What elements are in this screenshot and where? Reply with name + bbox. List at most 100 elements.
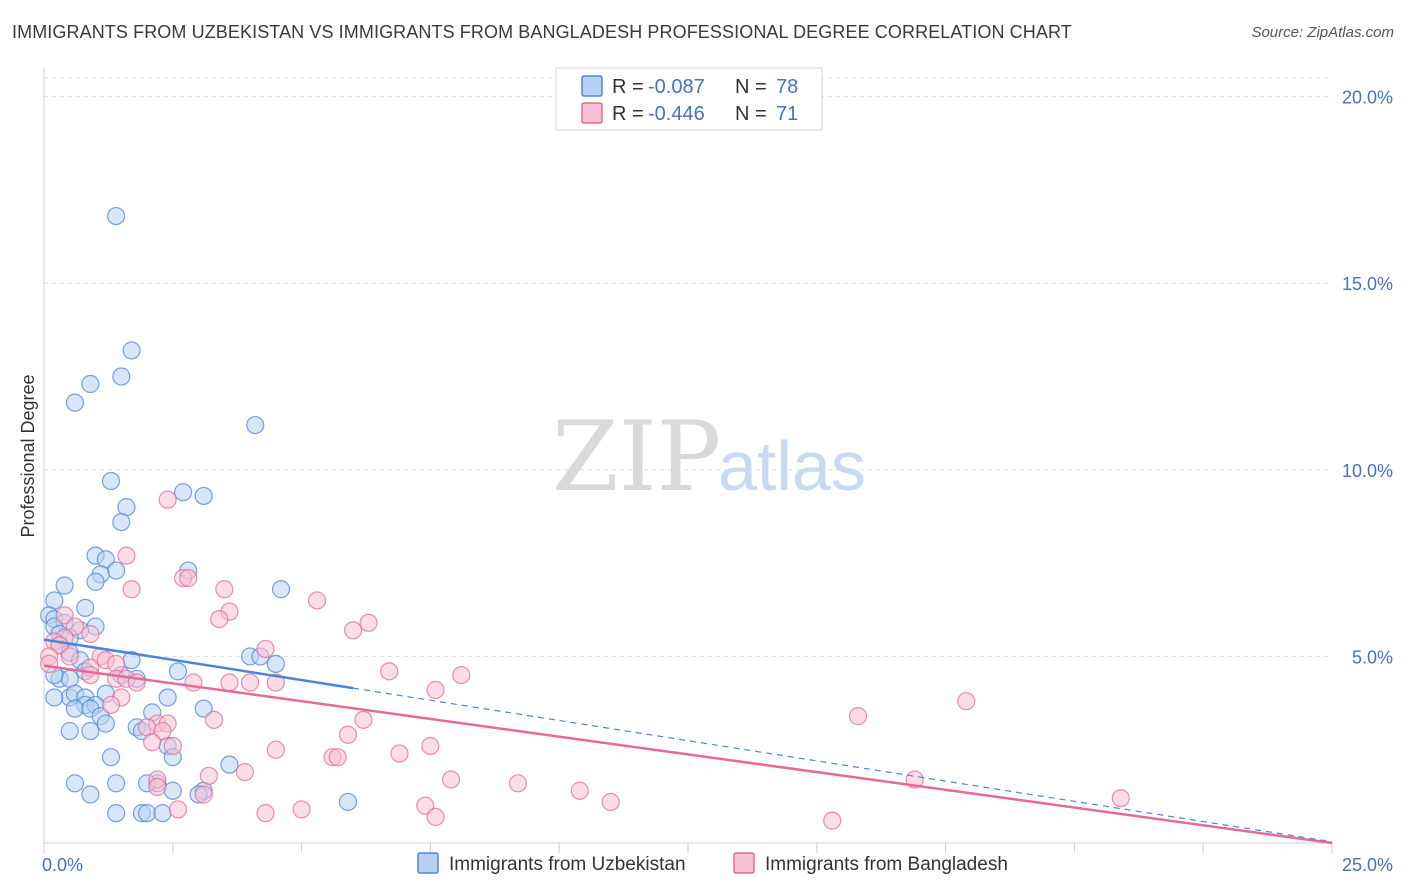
data-point [354,710,373,729]
y-tick-label: 20.0% [1342,88,1393,108]
data-point [210,609,229,629]
data-point [957,692,976,711]
data-point [96,714,115,733]
stat-n-label-uzbekistan: N = [735,76,767,98]
trend-line-1 [43,664,1333,845]
data-point [246,415,265,435]
data-point [271,580,291,599]
watermark-zip: ZIP [552,401,721,513]
data-point [163,736,182,756]
data-point [45,688,64,707]
data-point [307,591,327,610]
legend-label-bangladesh: Immigrants from Bangladesh [765,854,1008,875]
point-layer [40,206,1130,830]
legend-swatch-bangladesh [733,852,755,874]
stat-r-value-uzbekistan: -0.087 [648,76,705,98]
data-point [256,639,275,659]
stat-r-label-uzbekistan: R = [612,76,644,98]
x-tick-label: 0.0% [42,855,83,875]
series-points-1 [40,490,1130,830]
data-point [168,800,188,819]
stats-legend: R = -0.087 N = 78 R = -0.446 N = 71 [555,67,823,131]
data-point [122,341,141,360]
data-point [823,811,842,830]
stat-n-label-bangladesh: N = [735,103,767,125]
data-point [220,673,239,692]
data-point [570,781,589,800]
trend-line-0 [43,638,354,690]
legend-swatch-uzbekistan [417,852,439,874]
data-point [163,781,182,800]
y-tick-label: 10.0% [1342,461,1393,481]
data-point [508,774,528,793]
stat-swatch-uzbekistan [581,75,603,97]
data-point [101,748,121,767]
data-point [153,721,172,741]
data-point [65,699,85,718]
stat-n-value-uzbekistan: 78 [776,76,798,98]
data-point [107,804,126,823]
data-point [81,624,100,644]
data-point [204,710,224,729]
data-point [194,699,213,718]
data-point [416,796,435,815]
data-point [848,707,868,726]
data-point [153,804,172,823]
data-point [174,483,193,502]
legend-label-uzbekistan: Immigrants from Uzbekistan [449,854,686,875]
chart-title: IMMIGRANTS FROM UZBEKISTAN VS IMMIGRANTS… [12,22,1072,42]
data-point [390,744,409,763]
data-point [107,206,126,226]
trend-layer [43,638,1333,845]
data-point [107,561,126,580]
data-point [338,725,358,744]
chart-source: Source: ZipAtlas.com [1251,24,1394,41]
data-point [266,654,285,673]
data-point [158,490,177,509]
data-point [107,774,126,793]
data-point [65,774,85,793]
data-point [441,770,461,789]
data-point [1111,789,1130,808]
data-point [55,606,74,625]
data-point [240,673,260,692]
stat-r-label-bangladesh: R = [612,103,644,125]
data-point [40,654,59,673]
data-point [158,688,177,707]
data-point [168,662,188,681]
data-point [359,613,378,632]
data-point [292,800,311,819]
data-point [256,804,275,823]
series-legend: Immigrants from Uzbekistan Immigrants fr… [417,852,1008,875]
data-point [220,755,239,774]
data-point [266,673,285,692]
data-point [81,665,100,685]
data-point [184,673,203,692]
data-point [65,393,85,412]
data-point [215,580,234,599]
stat-swatch-bangladesh [581,102,603,124]
watermark: ZIP atlas [552,401,866,513]
data-point [55,576,74,595]
data-point [112,512,131,532]
data-point [60,647,79,666]
data-point [179,568,198,588]
data-point [117,546,136,565]
data-point [81,721,100,741]
x-tick-label: 25.0% [1342,855,1393,875]
axis-layer: 5.0% 10.0% 15.0% 20.0% 0.0% 25.0% [42,68,1393,875]
data-point [101,695,121,715]
stat-n-value-bangladesh: 71 [776,103,798,125]
data-point [148,777,167,797]
data-point [101,471,121,491]
data-point [86,572,105,591]
grid-layer [44,77,1332,657]
series-points-0 [40,206,358,823]
data-point [344,621,363,640]
watermark-atlas: atlas [718,427,866,505]
y-axis-title: Professional Degree [18,374,38,537]
trend-extension-0 [353,687,1333,843]
data-point [328,748,347,767]
data-point [122,580,141,599]
